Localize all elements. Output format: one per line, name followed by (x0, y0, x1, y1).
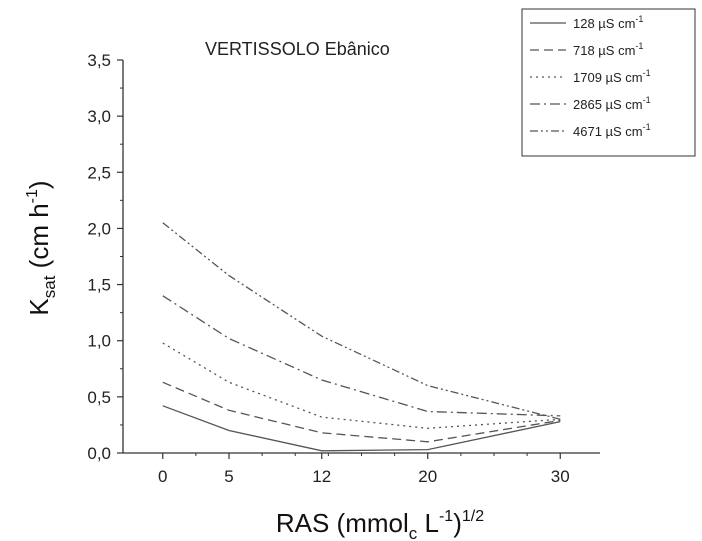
legend-label-3: 1709 µS cm-1 (573, 68, 651, 85)
series-line-4 (162, 295, 561, 417)
series-line-1 (162, 405, 561, 452)
x-tick-label: 30 (551, 467, 570, 486)
y-axis-title: Ksat (cm h-1) (24, 180, 59, 315)
y-tick-label: 2,0 (87, 219, 111, 238)
x-tick-label: 12 (312, 467, 331, 486)
legend-box (521, 8, 696, 157)
x-tick-label: 20 (418, 467, 437, 486)
y-tick-label: 0,5 (87, 388, 111, 407)
x-tick-label: 5 (224, 467, 233, 486)
legend: 128 µS cm-1 718 µS cm-1 1709 µS cm-1 2865 µ… (521, 8, 696, 157)
legend-label-1: 128 µS cm-1 (573, 14, 643, 31)
series-line-3 (162, 342, 561, 429)
x-tick-label: 0 (158, 467, 167, 486)
y-tick-label: 0,0 (87, 444, 111, 463)
series-layer (162, 222, 561, 452)
legend-label-4: 2865 µS cm-1 (573, 95, 651, 112)
legend-label-5: 4671 µS cm-1 (573, 122, 651, 139)
chart-title: VERTISSOLO Ebânico (205, 39, 390, 59)
series-line-2 (162, 381, 561, 443)
legend-label-2: 718 µS cm-1 (573, 41, 643, 58)
y-tick-label: 1,0 (87, 332, 111, 351)
y-tick-label: 2,5 (87, 163, 111, 182)
y-tick-label: 1,5 (87, 276, 111, 295)
axes: 0,0 0,5 1,0 1,5 2,0 2,5 3,0 3,5 0 5 12 20 30 (87, 51, 600, 486)
series-line-5 (162, 222, 561, 420)
x-axis-title: RAS (mmolc L-1)1/2 (276, 508, 484, 541)
y-tick-label: 3,0 (87, 107, 111, 126)
y-tick-label: 3,5 (87, 51, 111, 70)
